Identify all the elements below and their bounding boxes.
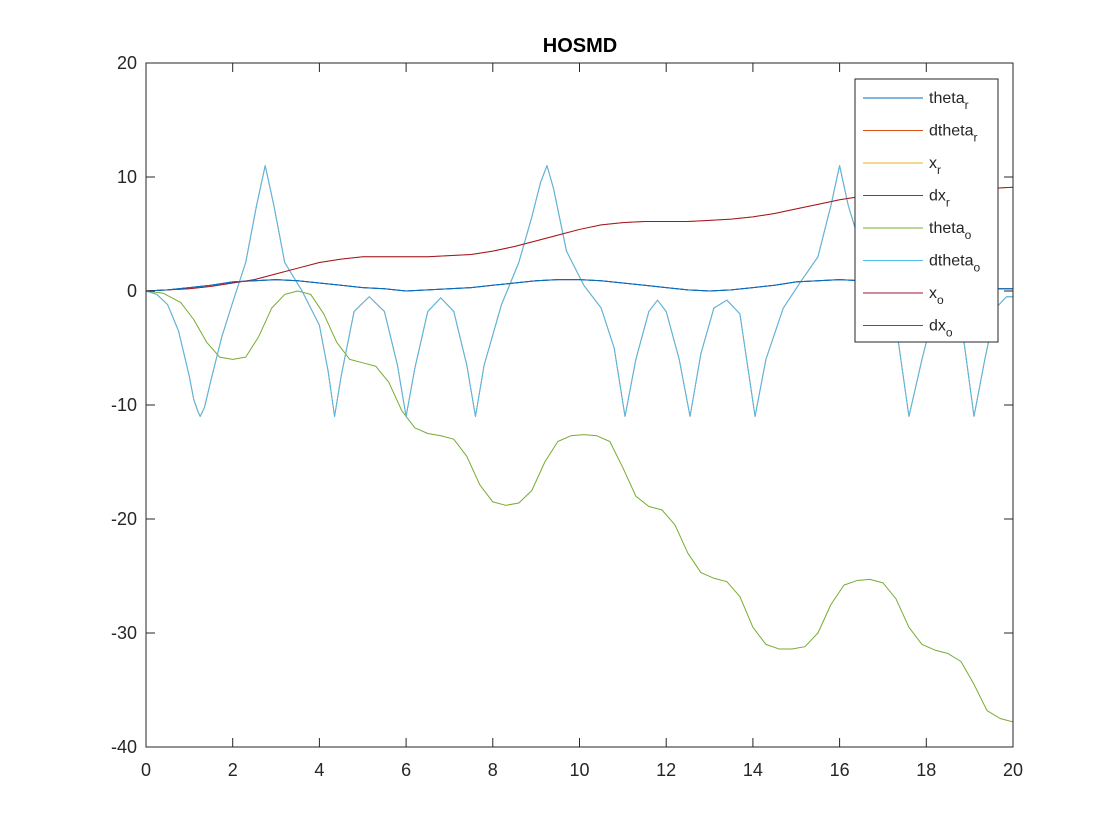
x-tick-label: 2 — [228, 760, 238, 780]
legend-label-dtheta-r: dthetar — [929, 123, 977, 145]
legend: thetar dthetar xr dxr thetao dthetao xo dxo — [854, 78, 999, 343]
y-tick-label: 20 — [117, 53, 137, 73]
x-tick-label: 20 — [1003, 760, 1023, 780]
x-tick-label: 16 — [830, 760, 850, 780]
legend-label-x-o: xo — [929, 285, 944, 307]
legend-label-x-r: xr — [929, 155, 941, 177]
x-tick-label: 10 — [569, 760, 589, 780]
legend-label-theta-o: thetao — [929, 220, 972, 242]
series-line-theta-o — [146, 290, 1013, 723]
x-tick-label: 14 — [743, 760, 763, 780]
x-tick-label: 8 — [488, 760, 498, 780]
legend-box — [854, 78, 999, 343]
x-tick-label: 4 — [314, 760, 324, 780]
y-tick-label: 10 — [117, 167, 137, 187]
y-tick-label: -40 — [111, 737, 137, 757]
y-tick-label: -30 — [111, 623, 137, 643]
legend-label-dx-o: dxo — [929, 318, 953, 340]
x-tick-label: 0 — [141, 760, 151, 780]
x-tick-label: 6 — [401, 760, 411, 780]
y-tick-label: -10 — [111, 395, 137, 415]
x-tick-label: 12 — [656, 760, 676, 780]
chart-title: HOSMD — [543, 35, 617, 57]
y-tick-label: 0 — [127, 281, 137, 301]
y-tick-label: -20 — [111, 509, 137, 529]
legend-label-dx-r: dxr — [929, 188, 950, 210]
axes: 0 2 4 6 8 10 12 14 16 18 20 -40 -30 -20 -10 0 10 20 — [111, 53, 1023, 780]
legend-label-dtheta-o: dthetao — [929, 253, 980, 275]
x-tick-label: 18 — [916, 760, 936, 780]
legend-label-theta-r: thetar — [929, 90, 969, 112]
